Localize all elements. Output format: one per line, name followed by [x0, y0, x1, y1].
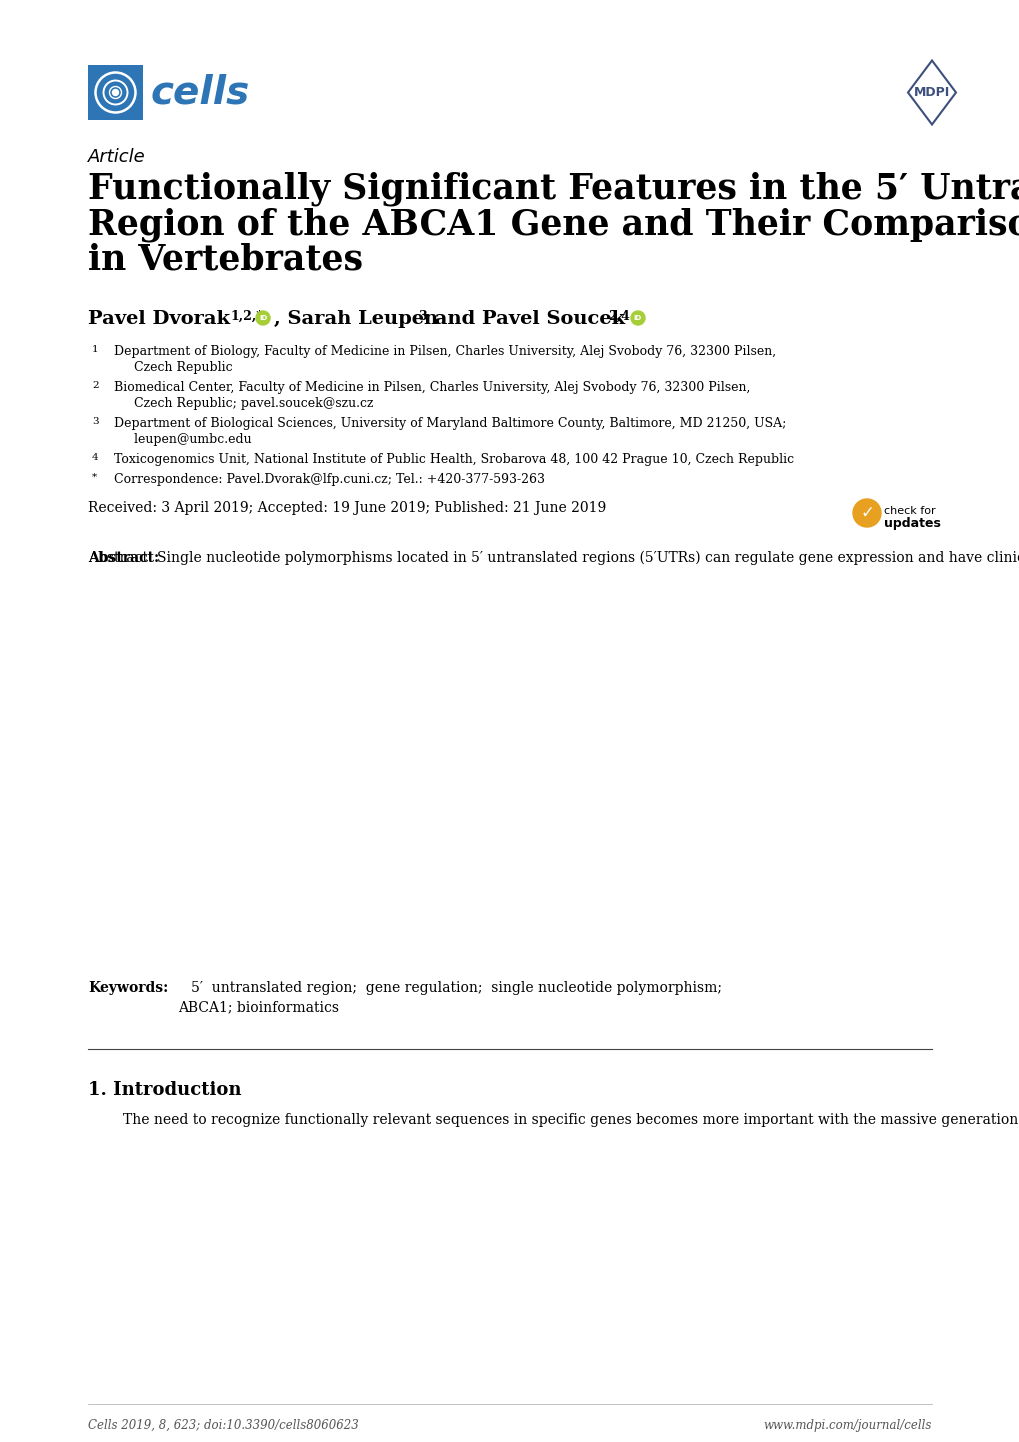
Text: ✓: ✓ — [859, 505, 873, 522]
Text: updates: updates — [883, 518, 940, 531]
Text: 1,2,*: 1,2,* — [229, 310, 263, 323]
Text: Cells 2019, 8, 623; doi:10.3390/cells8060623: Cells 2019, 8, 623; doi:10.3390/cells806… — [88, 1419, 359, 1432]
Polygon shape — [907, 61, 955, 124]
Text: 4: 4 — [92, 453, 99, 461]
Text: 3: 3 — [418, 310, 426, 323]
Text: and Pavel Soucek: and Pavel Soucek — [428, 310, 631, 327]
Text: Department of Biological Sciences, University of Maryland Baltimore County, Balt: Department of Biological Sciences, Unive… — [114, 417, 786, 447]
Text: Biomedical Center, Faculty of Medicine in Pilsen, Charles University, Alej Svobo: Biomedical Center, Faculty of Medicine i… — [114, 381, 750, 411]
Text: check for: check for — [883, 506, 934, 516]
Text: www.mdpi.com/journal/cells: www.mdpi.com/journal/cells — [763, 1419, 931, 1432]
Text: 5′  untranslated region;  gene regulation;  single nucleotide polymorphism;
ABCA: 5′ untranslated region; gene regulation;… — [178, 981, 721, 1015]
Circle shape — [631, 311, 644, 324]
Text: 3: 3 — [92, 417, 99, 425]
Text: 1. Introduction: 1. Introduction — [88, 1082, 242, 1099]
Text: Toxicogenomics Unit, National Institute of Public Health, Srobarova 48, 100 42 P: Toxicogenomics Unit, National Institute … — [114, 453, 794, 466]
Text: Department of Biology, Faculty of Medicine in Pilsen, Charles University, Alej S: Department of Biology, Faculty of Medici… — [114, 345, 775, 375]
Text: , Sarah Leupen: , Sarah Leupen — [274, 310, 444, 327]
Text: iD: iD — [259, 314, 267, 322]
Circle shape — [112, 89, 118, 95]
Text: 2: 2 — [92, 381, 99, 389]
Text: *: * — [92, 473, 97, 482]
Circle shape — [256, 311, 270, 324]
Text: MDPI: MDPI — [913, 87, 949, 99]
Text: Correspondence: Pavel.Dvorak@lfp.cuni.cz; Tel.: +420-377-593-263: Correspondence: Pavel.Dvorak@lfp.cuni.cz… — [114, 473, 544, 486]
Text: 1: 1 — [92, 345, 99, 353]
Text: cells: cells — [151, 74, 250, 111]
Text: Received: 3 April 2019; Accepted: 19 June 2019; Published: 21 June 2019: Received: 3 April 2019; Accepted: 19 Jun… — [88, 500, 605, 515]
Text: Abstract:: Abstract: — [88, 551, 159, 565]
Text: The need to recognize functionally relevant sequences in specific genes becomes : The need to recognize functionally relev… — [123, 1113, 1019, 1128]
FancyBboxPatch shape — [88, 65, 143, 120]
Text: Region of the ABCA1 Gene and Their Comparison: Region of the ABCA1 Gene and Their Compa… — [88, 208, 1019, 241]
Text: Article: Article — [88, 149, 146, 166]
Text: in Vertebrates: in Vertebrates — [88, 242, 363, 275]
Text: Keywords:: Keywords: — [88, 981, 168, 995]
Text: Pavel Dvorak: Pavel Dvorak — [88, 310, 236, 327]
Text: 2,4: 2,4 — [607, 310, 630, 323]
Text: iD: iD — [633, 314, 642, 322]
Text: Abstract: Single nucleotide polymorphisms located in 5′ untranslated regions (5′: Abstract: Single nucleotide polymorphism… — [88, 551, 1019, 565]
Circle shape — [852, 499, 880, 526]
Text: Functionally Significant Features in the 5′ Untranslated: Functionally Significant Features in the… — [88, 172, 1019, 206]
